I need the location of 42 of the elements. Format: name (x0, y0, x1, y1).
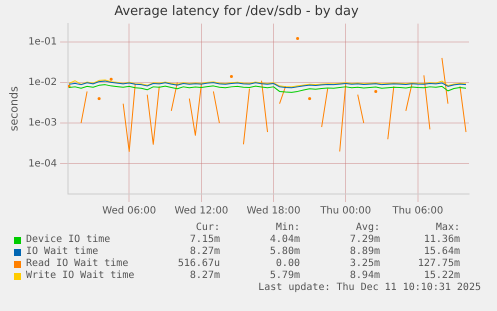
legend-label: IO Wait time (26, 246, 98, 257)
text: 7.29m (350, 234, 380, 245)
x-tick-label: Wed 12:00 (174, 206, 228, 217)
point (230, 74, 233, 78)
text: 0.00 (276, 258, 300, 269)
text: 11.36m (424, 234, 460, 245)
text: 4.04m (270, 234, 300, 245)
text: 15.22m (424, 270, 460, 281)
point (308, 97, 312, 100)
legend-label: Write IO Wait time (26, 270, 134, 281)
y-tick-label: 1e-03 (28, 118, 58, 129)
text: 5.79m (270, 270, 300, 281)
legend-label: Device IO time (26, 234, 110, 245)
point (374, 90, 378, 93)
text: 3.25m (350, 258, 380, 269)
text: Max: (436, 222, 460, 233)
y-tick-label: 1e-01 (28, 36, 58, 48)
x-tick-label: Thu 06:00 (391, 206, 444, 217)
point (98, 97, 101, 100)
text: 8.27m (188, 246, 220, 257)
text: 8.27m (190, 270, 220, 281)
text: 15.64m (424, 246, 460, 257)
text: 7.15m (188, 234, 220, 245)
text: 5.80m (270, 246, 300, 257)
text: 8.94m (350, 270, 380, 281)
y-tick-label: 1e-02 (28, 77, 58, 88)
text: Cur: (194, 222, 220, 233)
text: Min: (276, 222, 300, 233)
chart-title: Average latency for /dev/sdb - by day (114, 4, 359, 20)
point (110, 78, 113, 81)
y-tick-label: 1e-04 (28, 158, 58, 170)
legend-label: Read IO Wait time (26, 258, 128, 269)
point (296, 37, 300, 40)
x-tick-label: Wed 06:00 (102, 206, 156, 217)
y-axis-title: seconds (7, 86, 20, 132)
text: 8.89m (350, 246, 380, 257)
text: Avg: (356, 222, 380, 233)
x-tick-label: Wed 18:00 (246, 206, 300, 217)
x-tick-label: Thu 00:00 (319, 206, 372, 217)
text: Last update: Thu Dec 11 10:10:31 2025 (258, 282, 481, 294)
text: 127.75m (418, 258, 460, 269)
text: 516.67u (176, 258, 220, 269)
